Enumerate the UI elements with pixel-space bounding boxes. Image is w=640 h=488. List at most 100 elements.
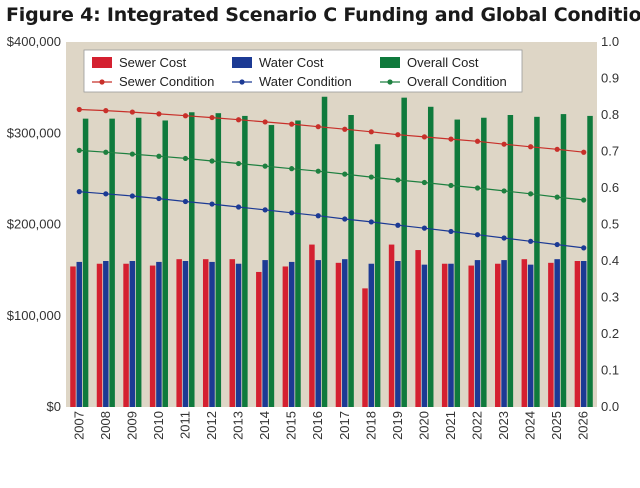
legend-swatch-water-cost	[232, 57, 252, 68]
point-water-condition	[368, 219, 374, 225]
point-sewer-condition	[554, 146, 560, 152]
bar-water-cost	[103, 261, 109, 407]
point-water-condition	[289, 210, 295, 216]
point-sewer-condition	[289, 121, 295, 127]
bar-overall-cost	[189, 112, 195, 407]
bar-overall-cost	[162, 120, 168, 407]
point-sewer-condition	[474, 138, 481, 144]
bar-sewer-cost	[149, 265, 156, 407]
bar-water-cost	[235, 263, 242, 407]
bar-overall-cost	[295, 120, 301, 407]
point-water-condition	[182, 198, 189, 205]
bar-overall-cost	[374, 144, 381, 407]
legend-swatch-sewer-cost	[92, 57, 112, 68]
bar-overall-cost	[135, 117, 142, 408]
point-overall-condition	[448, 182, 454, 189]
point-overall-condition	[235, 160, 242, 167]
x-tick-label: 2026	[576, 411, 591, 440]
x-tick-label: 2023	[496, 411, 511, 440]
x-tick-label: 2016	[310, 411, 325, 440]
bar-sewer-cost	[495, 263, 501, 407]
bar-water-cost	[342, 259, 348, 407]
x-tick-label: 2014	[257, 411, 272, 440]
bar-overall-cost	[507, 115, 514, 407]
x-tick-label: 2017	[337, 411, 352, 440]
y-right-tick-label: 0.6	[601, 180, 619, 195]
bar-sewer-cost	[441, 263, 448, 407]
bar-water-cost	[315, 260, 321, 407]
y-right-tick-label: 1.0	[601, 34, 619, 49]
x-tick-label: 2008	[98, 411, 113, 440]
bar-water-cost	[527, 264, 534, 407]
point-overall-condition	[528, 191, 534, 197]
point-water-condition	[315, 213, 321, 219]
line-overall-condition	[79, 149, 584, 201]
bar-sewer-cost	[70, 266, 76, 407]
legend-marker-water-condition	[239, 79, 245, 85]
point-water-condition	[262, 207, 268, 213]
point-water-condition	[156, 195, 162, 202]
bar-overall-cost	[560, 114, 567, 408]
bar-water-cost	[421, 264, 428, 407]
point-overall-condition	[501, 188, 507, 194]
bar-water-cost	[262, 260, 268, 407]
bar-sewer-cost	[335, 262, 342, 407]
bar-water-cost	[580, 261, 587, 407]
point-water-condition	[554, 241, 560, 248]
bar-sewer-cost	[468, 265, 474, 407]
legend-swatch-overall-cost	[380, 57, 400, 68]
point-water-condition	[235, 204, 242, 210]
point-sewer-condition	[315, 124, 321, 130]
point-overall-condition	[554, 194, 560, 200]
legend-label-sewer-condition: Sewer Condition	[119, 74, 214, 89]
bar-sewer-cost	[388, 244, 395, 407]
point-overall-condition	[581, 197, 587, 203]
point-overall-condition	[395, 177, 401, 183]
point-overall-condition	[289, 166, 295, 172]
bar-sewer-cost	[123, 263, 129, 407]
bar-water-cost	[554, 259, 560, 407]
point-overall-condition	[421, 179, 428, 186]
bar-overall-cost	[82, 118, 89, 408]
point-sewer-condition	[156, 111, 162, 117]
y-left-tick-label: $0	[47, 399, 61, 414]
point-sewer-condition	[76, 106, 82, 113]
line-water-condition	[79, 191, 584, 249]
bar-overall-cost	[109, 118, 115, 408]
point-overall-condition	[103, 149, 109, 155]
y-right-tick-label: 0.1	[601, 363, 619, 378]
x-tick-label: 2011	[177, 411, 192, 439]
point-sewer-condition	[262, 119, 268, 125]
point-overall-condition	[209, 158, 215, 164]
point-sewer-condition	[368, 129, 374, 135]
y-right-tick-label: 0.7	[601, 144, 619, 159]
bar-sewer-cost	[176, 259, 182, 407]
point-overall-condition	[156, 153, 162, 159]
point-sewer-condition	[528, 144, 534, 150]
bar-overall-cost	[427, 106, 434, 407]
chart-title: Figure 4: Integrated Scenario C Funding …	[6, 4, 640, 26]
point-sewer-condition	[342, 126, 348, 132]
legend-label-sewer-cost: Sewer Cost	[119, 55, 187, 70]
x-tick-label: 2022	[470, 411, 485, 440]
point-water-condition	[448, 228, 454, 235]
bar-overall-cost	[587, 115, 593, 407]
point-sewer-condition	[182, 113, 189, 119]
legend-box	[83, 49, 523, 93]
y-right-tick-label: 0.4	[601, 253, 619, 268]
bar-overall-cost	[268, 125, 275, 407]
point-water-condition	[209, 201, 215, 207]
line-sewer-condition	[79, 108, 584, 153]
point-water-condition	[395, 222, 401, 228]
x-tick-label: 2010	[151, 411, 166, 440]
legend-label-water-cost: Water Cost	[259, 55, 324, 70]
bar-water-cost	[395, 261, 401, 407]
point-sewer-condition	[235, 117, 242, 123]
point-overall-condition	[76, 147, 82, 154]
x-tick-label: 2015	[284, 411, 299, 440]
point-sewer-condition	[129, 109, 135, 115]
bar-water-cost	[474, 260, 481, 407]
bar-sewer-cost	[574, 261, 581, 407]
point-sewer-condition	[421, 134, 428, 140]
bar-overall-cost	[481, 117, 487, 408]
